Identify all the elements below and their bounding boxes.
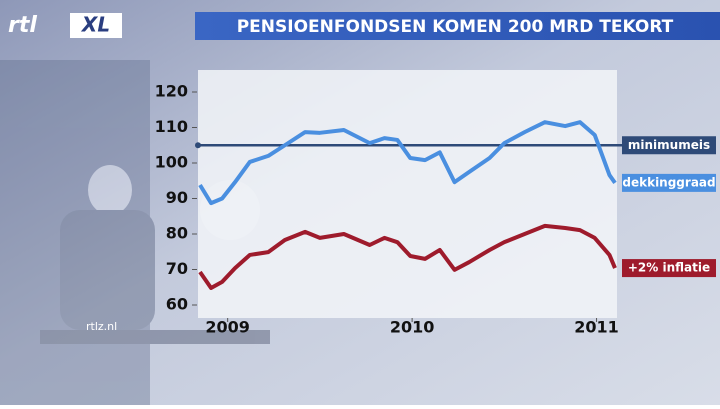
legend-label: +2% inflatie (628, 261, 710, 275)
y-tick-label: 90 (166, 188, 188, 207)
legend-box (622, 259, 716, 278)
source: rtlz.nl (86, 320, 117, 333)
y-tick-label: 120 (155, 82, 188, 101)
x-tick-label: 2010 (390, 318, 435, 337)
legend-label: dekkinggraad (622, 175, 715, 189)
logo-box (70, 13, 122, 38)
legend-box (622, 136, 716, 155)
y-tick-label: 100 (155, 153, 188, 172)
y-tick-label: 70 (166, 259, 188, 278)
logo-brand: rtl (8, 13, 37, 38)
legend-label: minimumeis (628, 138, 710, 152)
x-tick-label: 2009 (205, 318, 250, 337)
y-tick-label: 110 (155, 117, 188, 136)
y-tick-label: 80 (166, 224, 188, 243)
plot-area (198, 70, 617, 318)
chart-title: PENSIOENFONDSEN KOMEN 200 MRD TEKORT (237, 17, 674, 37)
series-line (198, 223, 617, 290)
series-line (198, 120, 617, 206)
title-bar (195, 12, 720, 40)
x-tick-label: 2011 (574, 318, 619, 337)
logo-channel: XL (80, 13, 110, 37)
legend-box (622, 173, 716, 192)
y-tick-label: 60 (166, 295, 188, 314)
series-start-dot (195, 142, 201, 149)
